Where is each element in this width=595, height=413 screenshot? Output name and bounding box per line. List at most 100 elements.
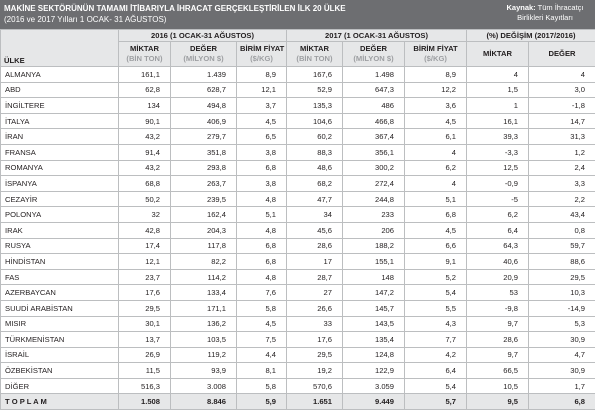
value-cell: 367,4 bbox=[342, 128, 405, 145]
subtitle: (2016 ve 2017 Yılları 1 OCAK- 31 AĞUSTOS… bbox=[4, 15, 167, 24]
country-cell: İRAN bbox=[0, 128, 119, 145]
value-cell: 134 bbox=[118, 97, 171, 114]
value-cell: 263,7 bbox=[170, 175, 237, 192]
total-cell: 1.651 bbox=[286, 393, 343, 411]
value-cell: 23,7 bbox=[118, 268, 171, 286]
value-cell: 9,7 bbox=[466, 315, 529, 333]
country-cell: DİĞER bbox=[0, 377, 119, 395]
value-cell: 6,4 bbox=[466, 221, 529, 239]
value-cell: 1,2 bbox=[528, 143, 595, 161]
value-cell: 30,9 bbox=[528, 331, 595, 348]
column-label: MİKTAR bbox=[130, 44, 159, 53]
value-cell: 33 bbox=[286, 315, 343, 333]
value-cell: 4,5 bbox=[404, 221, 467, 239]
value-cell: 17,6 bbox=[286, 331, 343, 348]
column-unit: (MİLYON $) bbox=[183, 54, 224, 63]
value-cell: 90,1 bbox=[118, 112, 171, 130]
table-row: İRAN 43,2 279,7 6,5 60,2 367,4 6,1 39,3 31,3 bbox=[0, 128, 595, 145]
value-cell: 279,7 bbox=[170, 128, 237, 145]
data-table: ÜLKE 2016 (1 OCAK-31 AĞUSTOS) 2017 (1 OCAK… bbox=[0, 29, 595, 411]
value-cell: 64,3 bbox=[466, 237, 529, 255]
value-cell: 162,4 bbox=[170, 206, 237, 223]
column-label: BİRİM FİYAT bbox=[240, 44, 285, 53]
country-cell: İSPANYA bbox=[0, 175, 119, 192]
value-cell: 136,2 bbox=[170, 315, 237, 333]
value-cell: 3.059 bbox=[342, 377, 405, 395]
value-cell: 17,4 bbox=[118, 237, 171, 255]
value-cell: 42,8 bbox=[118, 221, 171, 239]
total-cell: 5,9 bbox=[236, 393, 287, 411]
value-cell: 494,8 bbox=[170, 97, 237, 114]
value-cell: 5,2 bbox=[404, 268, 467, 286]
value-cell: 145,7 bbox=[342, 299, 405, 317]
value-cell: 7,7 bbox=[404, 331, 467, 348]
source-text: Tüm İhracatçı Birlikleri Kayıtları bbox=[517, 3, 584, 22]
value-cell: 48,6 bbox=[286, 159, 343, 177]
total-cell: 8.846 bbox=[170, 393, 237, 411]
country-cell: ROMANYA bbox=[0, 159, 119, 177]
value-cell: 272,4 bbox=[342, 175, 405, 192]
value-cell: 43,2 bbox=[118, 159, 171, 177]
value-cell: 43,4 bbox=[528, 206, 595, 223]
total-label: T O P L A M bbox=[0, 393, 119, 411]
value-cell: 28,6 bbox=[286, 237, 343, 255]
value-cell: 5,5 bbox=[404, 299, 467, 317]
value-cell: 10,5 bbox=[466, 377, 529, 395]
value-cell: 6,8 bbox=[236, 253, 287, 270]
value-cell: 16,1 bbox=[466, 112, 529, 130]
value-cell: 28,7 bbox=[286, 268, 343, 286]
value-cell: 133,4 bbox=[170, 284, 237, 301]
column-unit: ($/KG) bbox=[424, 54, 447, 63]
value-cell: 30,1 bbox=[118, 315, 171, 333]
value-cell: 34 bbox=[286, 206, 343, 223]
value-cell: 53 bbox=[466, 284, 529, 301]
value-cell: 12,1 bbox=[236, 81, 287, 99]
value-cell: 5,1 bbox=[404, 190, 467, 208]
value-cell: 93,9 bbox=[170, 362, 237, 379]
country-cell: ÖZBEKİSTAN bbox=[0, 362, 119, 379]
value-cell: 7,6 bbox=[236, 284, 287, 301]
value-cell: 7,5 bbox=[236, 331, 287, 348]
table-row: FAS 23,7 114,2 4,8 28,7 148 5,2 20,9 29,5 bbox=[0, 268, 595, 286]
value-cell: 5,1 bbox=[236, 206, 287, 223]
value-cell: 1 bbox=[466, 97, 529, 114]
value-cell: 29,5 bbox=[118, 299, 171, 317]
column-unit: ($/KG) bbox=[250, 54, 273, 63]
total-cell: 1.508 bbox=[118, 393, 171, 411]
value-cell: 29,5 bbox=[286, 346, 343, 364]
column-header: BİRİM FİYAT ($/KG) bbox=[404, 41, 467, 67]
value-cell: 4 bbox=[404, 175, 467, 192]
value-cell: 4,2 bbox=[404, 346, 467, 364]
value-cell: 12,2 bbox=[404, 81, 467, 99]
value-cell: -3,3 bbox=[466, 143, 529, 161]
country-cell: RUSYA bbox=[0, 237, 119, 255]
value-cell: 17,6 bbox=[118, 284, 171, 301]
value-cell: 6,5 bbox=[236, 128, 287, 145]
value-cell: 124,8 bbox=[342, 346, 405, 364]
value-cell: 66,5 bbox=[466, 362, 529, 379]
value-cell: 356,1 bbox=[342, 143, 405, 161]
column-header: ÜLKE bbox=[0, 29, 119, 67]
table-row: FRANSA 91,4 351,8 3,8 88,3 356,1 4 -3,3 1,2 bbox=[0, 143, 595, 161]
value-cell: 4,5 bbox=[404, 112, 467, 130]
value-cell: 104,6 bbox=[286, 112, 343, 130]
value-cell: 1,7 bbox=[528, 377, 595, 395]
value-cell: 47,7 bbox=[286, 190, 343, 208]
value-cell: 293,8 bbox=[170, 159, 237, 177]
value-cell: 5,4 bbox=[404, 377, 467, 395]
table-row: ÖZBEKİSTAN 11,5 93,9 8,1 19,2 122,9 6,4 66,5 30,… bbox=[0, 362, 595, 379]
value-cell: 40,6 bbox=[466, 253, 529, 270]
country-cell: IRAK bbox=[0, 221, 119, 239]
table-row: SUUDİ ARABİSTAN 29,5 171,1 5,8 26,6 145,7 5,5-… bbox=[0, 299, 595, 317]
value-cell: 171,1 bbox=[170, 299, 237, 317]
value-cell: 1.498 bbox=[342, 66, 405, 83]
value-cell: 12,1 bbox=[118, 253, 171, 270]
value-cell: 11,5 bbox=[118, 362, 171, 379]
value-cell: 167,6 bbox=[286, 66, 343, 83]
value-cell: 8,9 bbox=[236, 66, 287, 83]
value-cell: 52,9 bbox=[286, 81, 343, 99]
value-cell: -1,8 bbox=[528, 97, 595, 114]
value-cell: 6,8 bbox=[236, 159, 287, 177]
value-cell: 9,1 bbox=[404, 253, 467, 270]
